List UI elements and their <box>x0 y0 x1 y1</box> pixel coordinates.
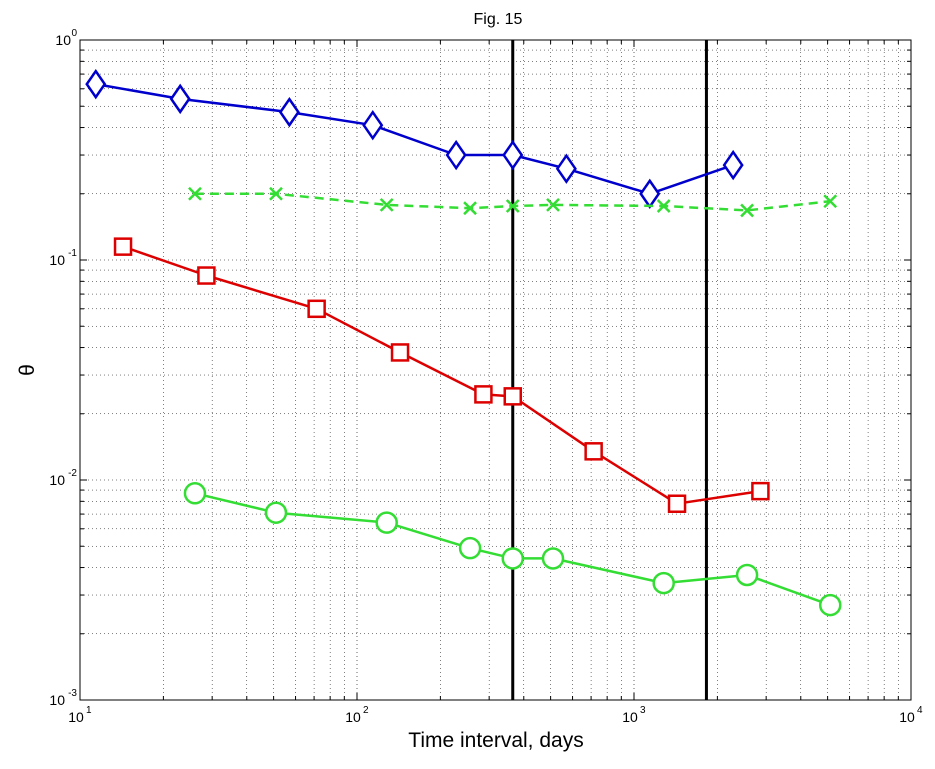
x-marker <box>656 199 671 213</box>
y-tick-label-exponent: -2 <box>68 468 77 479</box>
x-tick-label-exponent: 3 <box>640 705 646 716</box>
series-square <box>113 237 770 513</box>
circle-marker <box>818 593 842 617</box>
x-tick-label: 10 <box>899 709 915 725</box>
circle-marker <box>375 511 398 534</box>
diamond-marker <box>362 109 384 141</box>
square-marker <box>113 237 133 256</box>
grid <box>80 40 911 700</box>
circle-marker <box>652 571 675 595</box>
x-marker <box>269 186 283 201</box>
x-marker <box>740 203 754 218</box>
x-tick-label-exponent: 4 <box>917 705 923 716</box>
x-tick-label: 10 <box>622 709 638 725</box>
series-circle <box>183 482 842 617</box>
x-marker <box>823 194 838 209</box>
series-x <box>188 186 838 218</box>
diamond-marker <box>445 139 467 171</box>
y-tick-label-exponent: -3 <box>68 688 77 699</box>
series-group <box>85 68 842 617</box>
x-tick-label: 10 <box>345 709 361 725</box>
y-tick-label: 10 <box>49 692 65 708</box>
diamond-marker <box>722 149 744 181</box>
chart-title: Fig. 15 <box>474 11 523 28</box>
square-marker <box>474 385 493 404</box>
y-tick-label: 10 <box>55 32 71 48</box>
circle-marker <box>183 482 207 505</box>
x-marker <box>379 198 394 212</box>
y-tick-label-exponent: 0 <box>71 28 77 39</box>
x-marker <box>188 186 202 201</box>
square-marker <box>667 494 687 513</box>
x-tick-label-exponent: 2 <box>363 705 369 716</box>
y-tick-label-exponent: -1 <box>68 248 77 259</box>
x-marker <box>463 201 477 216</box>
square-marker <box>390 343 410 362</box>
x-tick-label-exponent: 1 <box>86 705 92 716</box>
square-marker <box>584 442 603 461</box>
circle-marker <box>501 547 525 570</box>
series-diamond <box>85 68 744 209</box>
diamond-marker <box>278 96 300 128</box>
circle-marker <box>735 563 759 587</box>
diamond-marker <box>169 83 191 115</box>
ticks <box>79 40 911 701</box>
x-marker <box>505 199 520 213</box>
x-marker <box>546 198 560 212</box>
y-tick-label: 10 <box>49 472 65 488</box>
circle-marker <box>264 501 288 524</box>
x-tick-label: 10 <box>68 709 84 725</box>
x-axis-label: Time interval, days <box>408 729 583 752</box>
y-tick-label: 10 <box>49 252 65 268</box>
diamond-marker <box>555 153 577 184</box>
square-marker <box>503 387 523 406</box>
square-marker <box>751 481 770 501</box>
diamond-marker <box>502 139 524 171</box>
y-axis-label: θ <box>16 364 39 376</box>
square-marker <box>307 299 326 319</box>
circle-marker <box>541 547 565 570</box>
diamond-marker <box>85 68 107 100</box>
plot-frame <box>79 39 912 701</box>
circle-marker <box>458 536 482 560</box>
square-marker <box>197 266 216 285</box>
